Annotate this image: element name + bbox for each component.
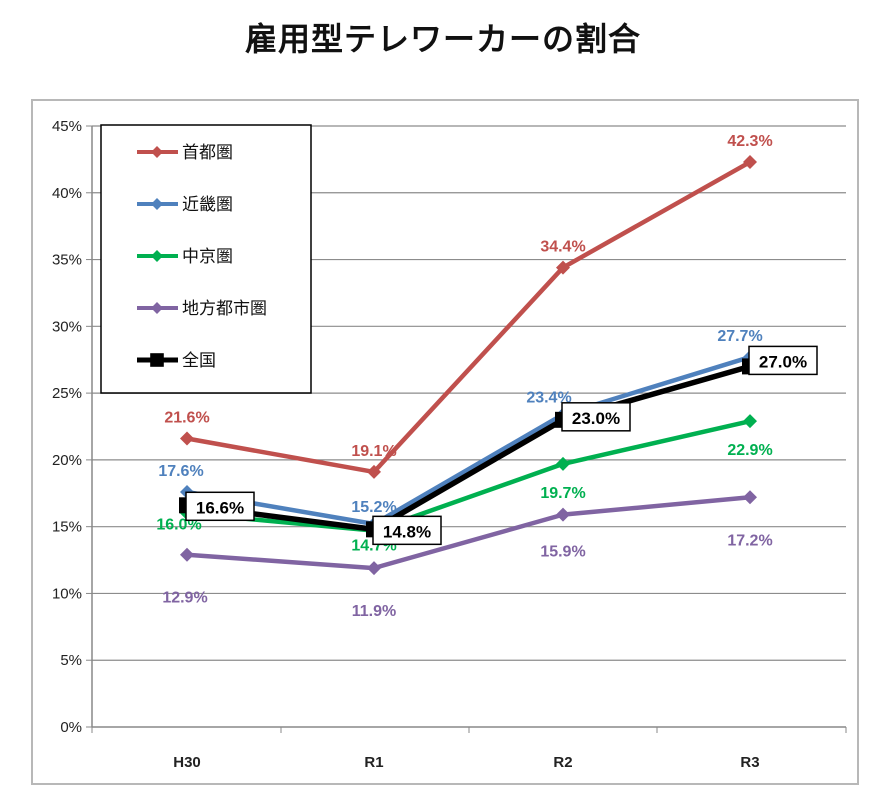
legend-label: 中京圏 <box>182 247 233 267</box>
diamond-marker <box>367 464 381 479</box>
diamond-marker <box>180 547 194 562</box>
legend-label: 近畿圏 <box>182 195 233 215</box>
diamond-marker <box>151 198 163 210</box>
y-tick-label: 0% <box>60 719 82 736</box>
data-label: 14.8% <box>383 522 431 541</box>
data-label: 27.7% <box>717 328 762 345</box>
y-tick-label: 15% <box>52 519 82 536</box>
x-tick-label: R2 <box>553 754 572 771</box>
data-label: 23.4% <box>526 389 571 406</box>
legend-label: 全国 <box>182 351 216 371</box>
diamond-marker <box>151 302 163 314</box>
x-tick-label: H30 <box>173 754 201 771</box>
label-layer: 21.6% 19.1% 34.4% 42.3% 17.6% 15.2% 23.4% 27.7%… <box>156 133 818 620</box>
y-tick-label: 45% <box>52 118 82 135</box>
data-label: 19.7% <box>540 485 585 502</box>
y-tick-label: 10% <box>52 585 82 602</box>
data-label-box <box>185 491 255 522</box>
data-label: 11.9% <box>352 603 396 620</box>
series-line <box>186 354 751 527</box>
data-label: 12.9% <box>162 590 207 607</box>
diamond-marker <box>367 561 381 576</box>
y-tick-label: 35% <box>52 252 82 269</box>
series-line <box>186 160 752 475</box>
data-label: 15.2% <box>351 499 396 516</box>
series-line <box>186 363 751 533</box>
diamond-marker <box>151 146 163 158</box>
data-label: 21.6% <box>164 410 209 427</box>
legend-label: 首都圏 <box>182 143 233 163</box>
y-tick-label: 30% <box>52 318 82 335</box>
data-label: 22.9% <box>727 442 772 459</box>
series-line <box>186 495 751 571</box>
data-label: 27.0% <box>759 352 807 371</box>
y-tick-label: 40% <box>52 185 82 202</box>
diamond-marker <box>743 414 757 429</box>
data-label: 15.9% <box>540 544 585 561</box>
square-marker <box>150 353 164 367</box>
legend-box <box>100 124 312 394</box>
x-tick-label: R3 <box>740 754 759 771</box>
diamond-marker <box>556 260 570 275</box>
diamond-marker <box>743 490 757 505</box>
axis-layer: 0% 5% 10% 15% 20% 25% 30% 35% 40% 45% H30 R1 R2 R3 <box>52 118 847 771</box>
y-tick-label: 20% <box>52 452 82 469</box>
data-label-box <box>561 402 631 432</box>
data-label: 23.0% <box>572 409 620 428</box>
data-label-box <box>372 515 442 546</box>
y-tick-label: 25% <box>52 385 82 402</box>
diamond-marker <box>180 431 194 446</box>
diamond-marker <box>151 250 163 262</box>
chart-title: 雇用型テレワーカーの割合 <box>244 20 641 58</box>
data-label: 19.1% <box>351 443 396 460</box>
diamond-marker <box>743 155 757 170</box>
data-label: 16.6% <box>196 498 244 517</box>
data-label: 34.4% <box>540 239 585 256</box>
data-label: 17.2% <box>727 532 772 549</box>
data-label: 42.3% <box>727 133 772 150</box>
legend-label: 地方都市圏 <box>182 299 267 319</box>
diamond-marker <box>556 456 570 471</box>
data-label-box <box>748 345 818 376</box>
diamond-marker <box>556 507 570 522</box>
series-line <box>186 418 751 533</box>
x-tick-label: R1 <box>364 754 383 771</box>
data-label: 17.6% <box>158 463 203 480</box>
y-tick-label: 5% <box>60 652 82 669</box>
